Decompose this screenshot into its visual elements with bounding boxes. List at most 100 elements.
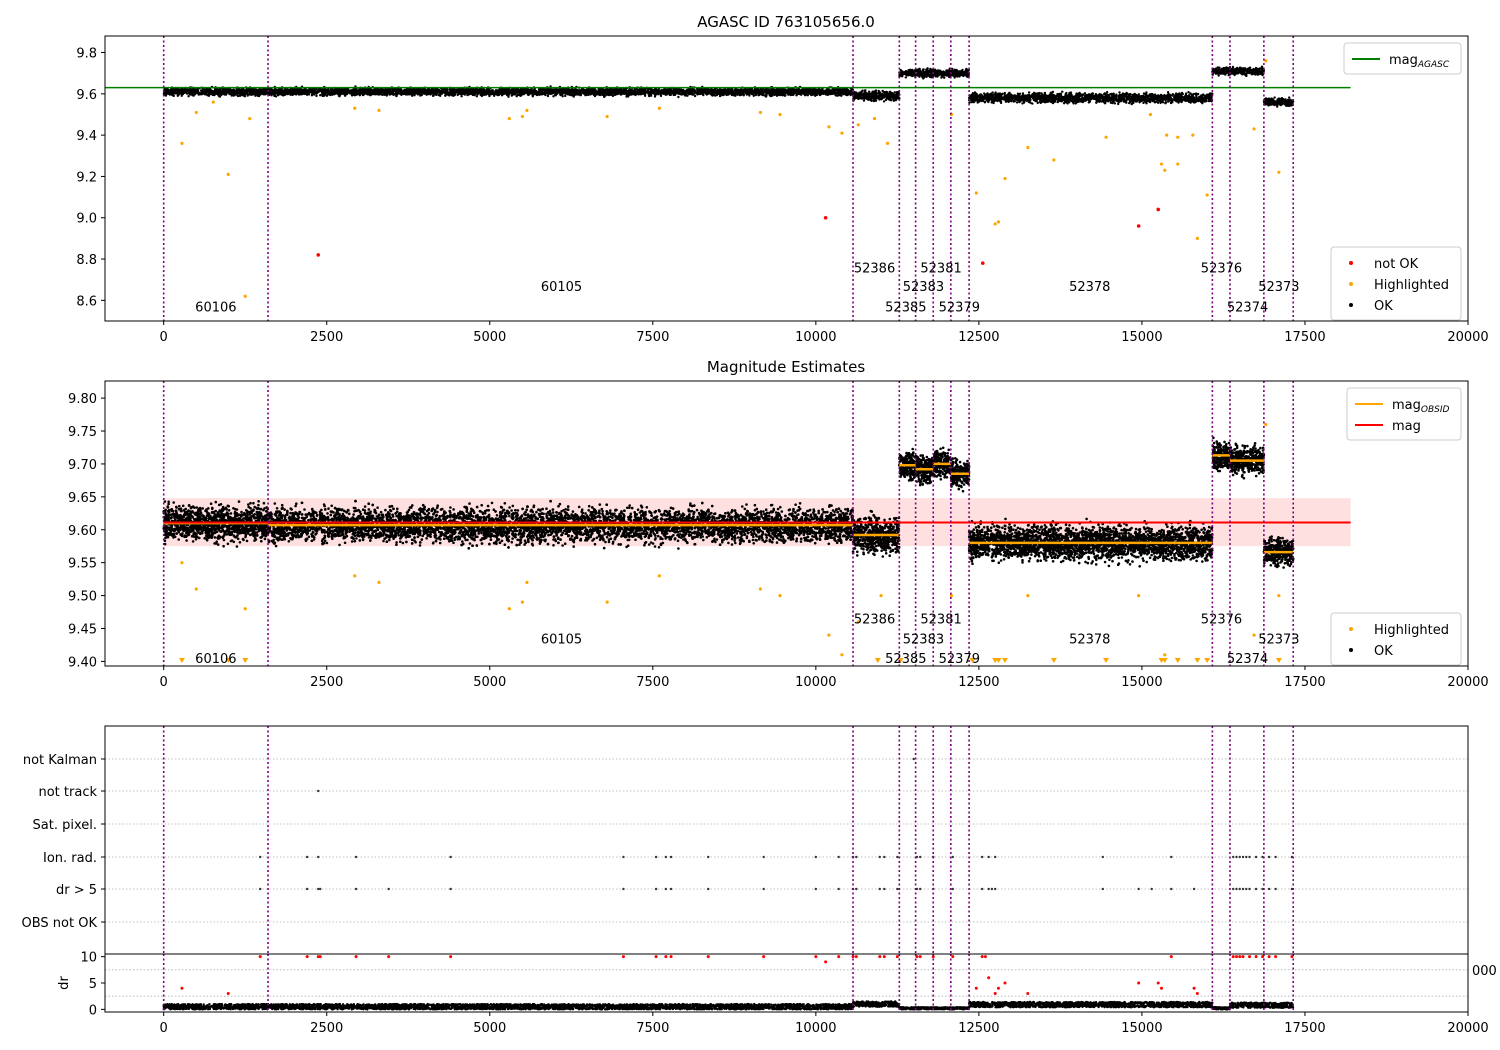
- p1-ok-point: [709, 89, 713, 93]
- p1-ok-point: [373, 92, 376, 95]
- p1-ok-point: [429, 91, 433, 94]
- p1-ok-point: [239, 94, 242, 97]
- p1-ok-point: [614, 88, 617, 92]
- p1-ok-point: [401, 92, 404, 95]
- agasc-magnitude-panel: AGASC ID 763105656.0 6010660105523865238…: [76, 13, 1488, 345]
- p1-ok-point: [704, 92, 708, 95]
- p1-ok-point: [679, 92, 682, 96]
- p1-ok-point: [816, 91, 819, 94]
- p1-ok-point: [735, 89, 738, 93]
- p1-ok-point: [693, 91, 696, 94]
- p1-ok-point: [413, 92, 416, 95]
- p1-ok-point: [671, 90, 674, 94]
- p1-ok-point: [311, 93, 314, 96]
- p1-ok-point: [564, 90, 567, 93]
- p1-ok-point: [518, 93, 521, 97]
- p1-ok-point: [783, 89, 786, 92]
- p1-ok-point: [385, 94, 388, 97]
- p1-ok-point: [371, 89, 374, 92]
- p1-ok-point: [627, 95, 630, 98]
- p1-ok-point: [258, 91, 261, 95]
- p1-ok-point: [673, 93, 677, 96]
- p1-ok-point: [626, 90, 630, 94]
- p1-ok-point: [215, 89, 218, 92]
- p1-ok-point: [192, 88, 196, 91]
- p1-ok-point: [200, 89, 203, 93]
- p1-ok-point: [870, 99, 873, 103]
- p1-ok-point: [385, 88, 389, 92]
- p1-ok-point: [845, 89, 848, 92]
- p1-ok-point: [555, 90, 558, 93]
- p1-ok-point: [877, 90, 881, 94]
- p1-ok-point: [874, 99, 878, 103]
- p1-ok-point: [169, 93, 172, 96]
- p1-ok-point: [792, 90, 795, 93]
- p1-ok-point: [838, 93, 842, 96]
- p1-ok-point: [432, 89, 435, 93]
- p1-ok-point: [408, 92, 411, 95]
- p1-ok-point: [677, 95, 680, 99]
- p1-ok-point: [384, 91, 387, 94]
- p1-ok-point: [720, 92, 723, 95]
- p1-ok-point: [784, 94, 787, 97]
- p1-ok-point: [398, 88, 401, 92]
- p1-ok-point: [778, 88, 781, 91]
- p1-ok-point: [537, 90, 540, 94]
- p1-ok-point: [164, 94, 168, 97]
- p1-ok-point: [613, 93, 617, 97]
- p1-ok-point: [696, 92, 699, 95]
- p1-ok-point: [814, 91, 817, 94]
- p1-ok-point: [446, 91, 449, 95]
- p1-ok-point: [427, 91, 430, 94]
- p1-ok-point: [718, 94, 722, 98]
- p1-ok-point: [473, 92, 477, 96]
- p1-ok-point: [833, 91, 836, 94]
- p1-ok-point: [213, 89, 216, 92]
- p1-ok-point: [262, 88, 265, 92]
- p1-ok-point: [861, 89, 864, 92]
- p1-ok-point: [794, 91, 797, 94]
- p1-ok-point: [386, 91, 389, 95]
- p1-ok-point: [415, 88, 418, 91]
- p1-ok-point: [224, 89, 227, 92]
- p1-ok-point: [691, 93, 694, 96]
- p1-ok-point: [592, 91, 595, 94]
- p1-ok-point: [443, 90, 446, 94]
- p1-ok-point: [668, 93, 671, 96]
- p1-ok-point: [587, 93, 590, 96]
- p1-ok-point: [561, 95, 564, 98]
- p1-ok-point: [320, 91, 324, 95]
- p1-ok-point: [291, 91, 295, 95]
- p1-ok-point: [179, 89, 183, 92]
- p1-ok-point: [338, 95, 341, 98]
- p1-ok-point: [688, 89, 692, 93]
- p1-ok-point: [222, 91, 225, 95]
- p1-ok-point: [510, 94, 513, 97]
- p1-ok-point: [280, 91, 283, 94]
- p1-ok-point: [298, 89, 301, 93]
- p1-ok-point: [232, 94, 235, 97]
- p1-ok-point: [547, 89, 550, 92]
- p1-ok-point: [338, 91, 341, 94]
- p1-ok-point: [652, 90, 656, 93]
- p1-ok-point: [618, 91, 621, 95]
- p1-ok-point: [773, 89, 777, 93]
- p1-ok-point: [647, 91, 650, 94]
- p1-ok-point: [658, 91, 661, 95]
- p1-ok-point: [616, 92, 619, 96]
- p1-ok-point: [499, 88, 502, 91]
- p1-ok-point: [882, 100, 886, 103]
- p1-ok-point: [204, 89, 207, 92]
- p1-ok-point: [585, 91, 589, 95]
- p1-ok-point: [418, 92, 422, 96]
- p1-ok-point: [681, 92, 684, 96]
- p1-ok-point: [420, 89, 423, 92]
- p1-ok-point: [862, 99, 866, 102]
- p1-ok-point: [700, 92, 704, 95]
- p1-ok-point: [396, 91, 400, 95]
- p1-ok-point: [717, 90, 720, 94]
- p1-ok-point: [574, 88, 578, 92]
- p1-ok-point: [602, 91, 606, 94]
- p1-ok-point: [810, 89, 814, 92]
